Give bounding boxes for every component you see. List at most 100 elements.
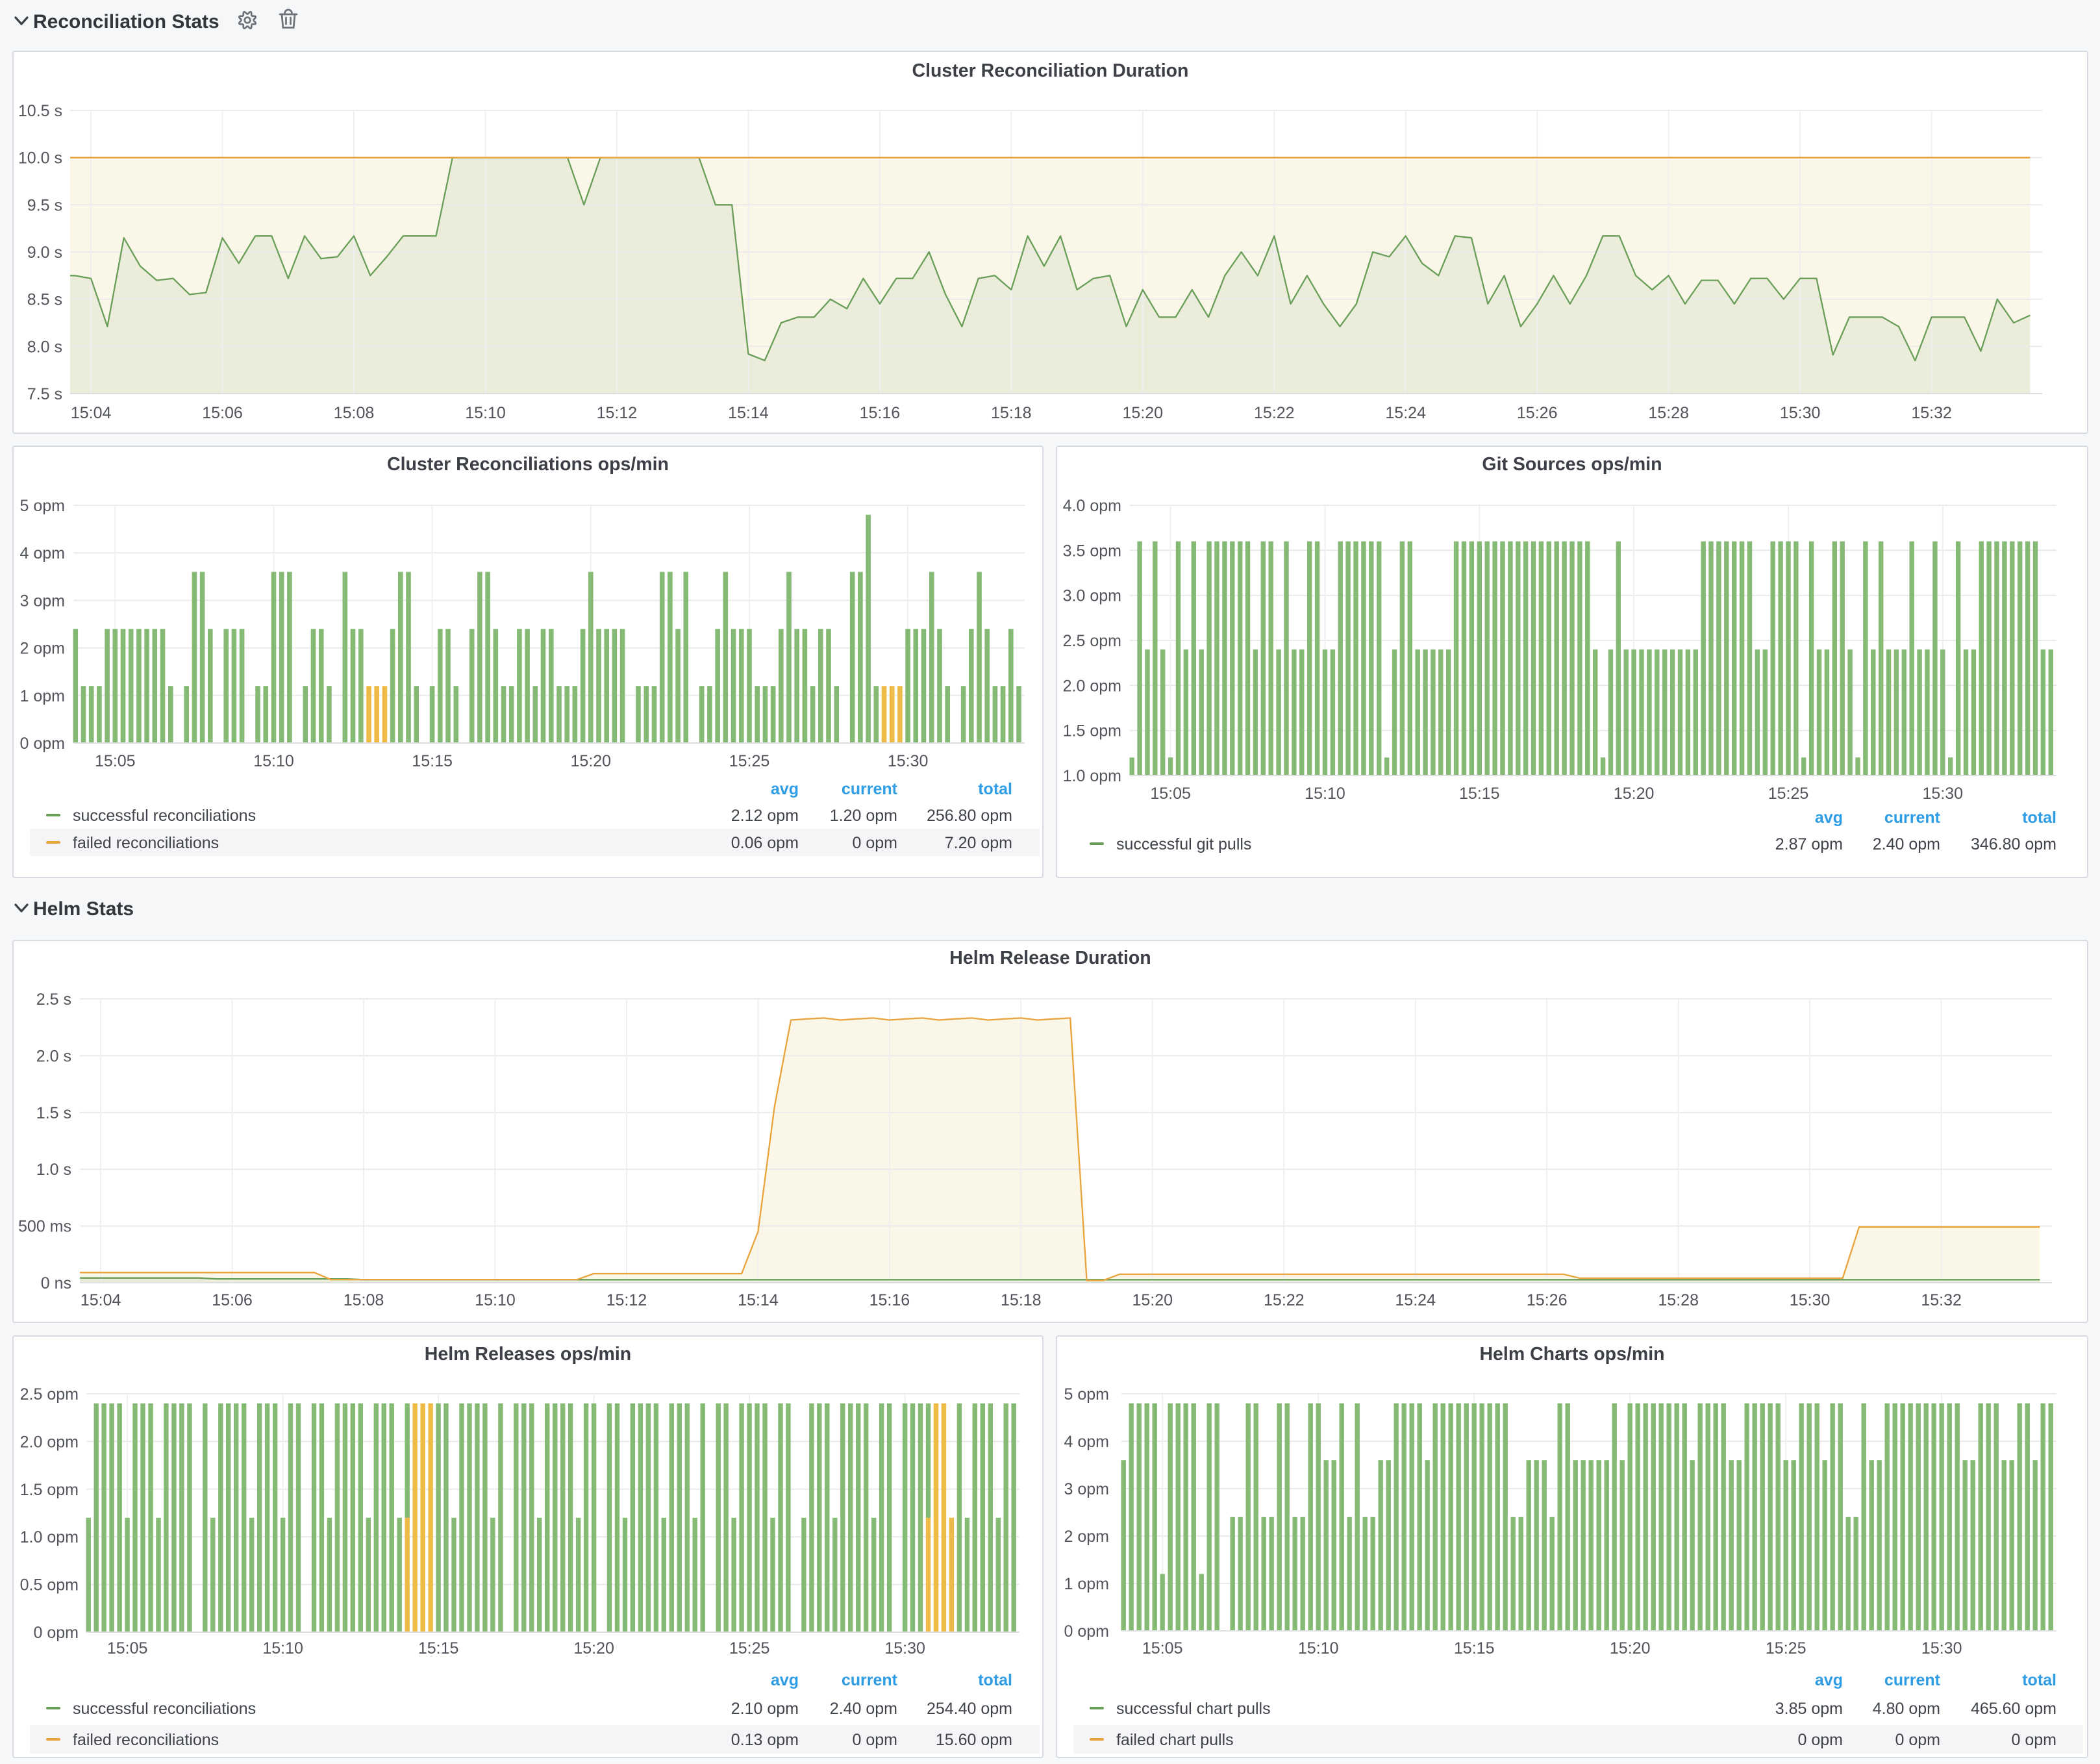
svg-text:0 opm: 0 opm bbox=[1064, 1622, 1109, 1641]
svg-text:avg: avg bbox=[771, 1671, 799, 1689]
svg-text:1 opm: 1 opm bbox=[1064, 1575, 1109, 1593]
svg-text:15:10: 15:10 bbox=[1298, 1639, 1339, 1657]
svg-text:successful reconciliations: successful reconciliations bbox=[73, 807, 256, 825]
svg-text:15:20: 15:20 bbox=[1132, 1291, 1173, 1309]
svg-text:15:30: 15:30 bbox=[1921, 1639, 1962, 1657]
svg-text:1.0 opm: 1.0 opm bbox=[1063, 767, 1121, 785]
svg-text:total: total bbox=[978, 1671, 1012, 1689]
svg-text:0 opm: 0 opm bbox=[2012, 1731, 2056, 1749]
svg-text:0 opm: 0 opm bbox=[1895, 1731, 1940, 1749]
svg-text:2.5 opm: 2.5 opm bbox=[20, 1385, 79, 1404]
svg-text:15:30: 15:30 bbox=[1923, 785, 1964, 803]
svg-text:15:10: 15:10 bbox=[253, 752, 294, 770]
svg-text:15:22: 15:22 bbox=[1254, 404, 1295, 422]
svg-text:15:15: 15:15 bbox=[418, 1639, 459, 1657]
svg-text:15:20: 15:20 bbox=[573, 1639, 614, 1657]
svg-text:15:04: 15:04 bbox=[81, 1291, 121, 1309]
svg-text:500 ms: 500 ms bbox=[18, 1218, 71, 1236]
svg-text:3.85 opm: 3.85 opm bbox=[1775, 1700, 1843, 1718]
svg-text:15:24: 15:24 bbox=[1395, 1291, 1436, 1309]
svg-text:current: current bbox=[1884, 1671, 1941, 1689]
svg-text:15:20: 15:20 bbox=[1614, 785, 1655, 803]
svg-text:avg: avg bbox=[1815, 809, 1843, 827]
svg-text:Helm Releases ops/min: Helm Releases ops/min bbox=[425, 1344, 631, 1365]
svg-text:2.87 opm: 2.87 opm bbox=[1775, 835, 1843, 853]
svg-text:15:14: 15:14 bbox=[728, 404, 769, 422]
svg-text:Reconciliation Stats: Reconciliation Stats bbox=[33, 11, 219, 32]
svg-text:15:04: 15:04 bbox=[71, 404, 112, 422]
svg-text:15:15: 15:15 bbox=[1459, 785, 1500, 803]
svg-text:15:25: 15:25 bbox=[729, 1639, 770, 1657]
svg-text:15:14: 15:14 bbox=[738, 1291, 779, 1309]
svg-text:15:18: 15:18 bbox=[1001, 1291, 1042, 1309]
svg-text:8.0 s: 8.0 s bbox=[27, 338, 62, 356]
svg-text:avg: avg bbox=[771, 780, 799, 798]
svg-text:successful git pulls: successful git pulls bbox=[1116, 835, 1251, 853]
svg-text:Git Sources ops/min: Git Sources ops/min bbox=[1482, 454, 1662, 475]
svg-text:successful reconciliations: successful reconciliations bbox=[73, 1700, 256, 1718]
svg-text:5 opm: 5 opm bbox=[1064, 1385, 1109, 1404]
svg-text:0.06 opm: 0.06 opm bbox=[731, 834, 799, 852]
svg-text:1.20 opm: 1.20 opm bbox=[830, 807, 897, 825]
svg-text:15:32: 15:32 bbox=[1911, 404, 1952, 422]
svg-text:0 opm: 0 opm bbox=[853, 1731, 897, 1749]
svg-text:0 opm: 0 opm bbox=[34, 1624, 79, 1642]
svg-text:15:22: 15:22 bbox=[1264, 1291, 1305, 1309]
svg-text:5 opm: 5 opm bbox=[20, 497, 65, 515]
svg-text:0 opm: 0 opm bbox=[20, 735, 65, 753]
svg-text:4 opm: 4 opm bbox=[1064, 1433, 1109, 1451]
svg-text:254.40 opm: 254.40 opm bbox=[927, 1700, 1012, 1718]
svg-text:8.5 s: 8.5 s bbox=[27, 291, 62, 309]
svg-text:2 opm: 2 opm bbox=[20, 640, 65, 658]
svg-text:15:16: 15:16 bbox=[860, 404, 901, 422]
svg-text:15:16: 15:16 bbox=[869, 1291, 910, 1309]
svg-text:15:08: 15:08 bbox=[334, 404, 375, 422]
svg-text:current: current bbox=[842, 1671, 898, 1689]
svg-text:2.5 opm: 2.5 opm bbox=[1063, 632, 1121, 650]
svg-text:15:25: 15:25 bbox=[1768, 785, 1809, 803]
svg-text:total: total bbox=[978, 780, 1012, 798]
svg-text:failed chart pulls: failed chart pulls bbox=[1116, 1731, 1234, 1749]
svg-text:346.80 opm: 346.80 opm bbox=[1971, 835, 2056, 853]
svg-text:2.40 opm: 2.40 opm bbox=[1873, 835, 1940, 853]
svg-text:failed reconciliations: failed reconciliations bbox=[73, 1731, 219, 1749]
svg-text:15:10: 15:10 bbox=[262, 1639, 303, 1657]
svg-text:1.5 opm: 1.5 opm bbox=[20, 1481, 79, 1499]
svg-text:15:10: 15:10 bbox=[1305, 785, 1345, 803]
svg-text:avg: avg bbox=[1815, 1671, 1843, 1689]
svg-text:Helm Stats: Helm Stats bbox=[33, 898, 134, 920]
svg-text:15:30: 15:30 bbox=[884, 1639, 925, 1657]
svg-text:1.0 opm: 1.0 opm bbox=[20, 1528, 79, 1546]
svg-text:7.5 s: 7.5 s bbox=[27, 385, 62, 403]
svg-text:15:05: 15:05 bbox=[1150, 785, 1191, 803]
svg-text:15:05: 15:05 bbox=[1142, 1639, 1183, 1657]
svg-text:2.10 opm: 2.10 opm bbox=[731, 1700, 799, 1718]
svg-text:10.0 s: 10.0 s bbox=[18, 149, 62, 168]
svg-text:2.5 s: 2.5 s bbox=[36, 990, 71, 1009]
svg-text:15:30: 15:30 bbox=[1790, 1291, 1831, 1309]
svg-text:15:24: 15:24 bbox=[1385, 404, 1426, 422]
svg-text:7.20 opm: 7.20 opm bbox=[945, 834, 1012, 852]
svg-text:9.5 s: 9.5 s bbox=[27, 196, 62, 214]
svg-text:15:10: 15:10 bbox=[475, 1291, 516, 1309]
svg-text:1.5 opm: 1.5 opm bbox=[1063, 722, 1121, 740]
svg-text:3 opm: 3 opm bbox=[20, 592, 65, 610]
svg-text:0 opm: 0 opm bbox=[853, 834, 897, 852]
svg-text:0.5 opm: 0.5 opm bbox=[20, 1576, 79, 1594]
svg-text:3 opm: 3 opm bbox=[1064, 1480, 1109, 1498]
svg-text:15:30: 15:30 bbox=[888, 752, 929, 770]
svg-text:Helm Release Duration: Helm Release Duration bbox=[949, 948, 1151, 968]
svg-text:4 opm: 4 opm bbox=[20, 544, 65, 562]
svg-text:15:30: 15:30 bbox=[1780, 404, 1821, 422]
svg-text:15:05: 15:05 bbox=[107, 1639, 148, 1657]
svg-text:15:12: 15:12 bbox=[597, 404, 638, 422]
svg-text:15:10: 15:10 bbox=[465, 404, 506, 422]
svg-text:total: total bbox=[2022, 1671, 2056, 1689]
svg-text:465.60 opm: 465.60 opm bbox=[1971, 1700, 2056, 1718]
svg-text:2.12 opm: 2.12 opm bbox=[731, 807, 799, 825]
svg-text:3.5 opm: 3.5 opm bbox=[1063, 542, 1121, 560]
svg-text:2 opm: 2 opm bbox=[1064, 1528, 1109, 1546]
svg-text:256.80 opm: 256.80 opm bbox=[927, 807, 1012, 825]
svg-text:15:28: 15:28 bbox=[1648, 404, 1689, 422]
svg-text:4.80 opm: 4.80 opm bbox=[1873, 1700, 1940, 1718]
